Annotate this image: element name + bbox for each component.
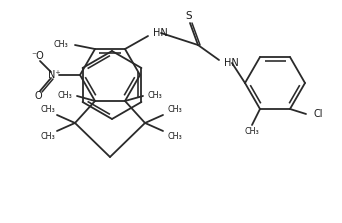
Text: CH₃: CH₃ bbox=[245, 128, 259, 136]
Text: CH₃: CH₃ bbox=[40, 132, 55, 141]
Text: N⁺: N⁺ bbox=[48, 70, 60, 80]
Text: HN: HN bbox=[224, 58, 239, 68]
Text: Cl: Cl bbox=[314, 109, 324, 119]
Text: S: S bbox=[186, 11, 192, 21]
Text: ⁻O: ⁻O bbox=[31, 51, 44, 61]
Text: O: O bbox=[34, 91, 42, 101]
Text: HN: HN bbox=[153, 28, 168, 38]
Text: CH₃: CH₃ bbox=[167, 132, 182, 141]
Text: CH₃: CH₃ bbox=[53, 39, 68, 49]
Text: CH₃: CH₃ bbox=[40, 105, 55, 114]
Text: CH₃: CH₃ bbox=[148, 91, 163, 101]
Text: CH₃: CH₃ bbox=[167, 105, 182, 114]
Text: CH₃: CH₃ bbox=[57, 91, 72, 101]
